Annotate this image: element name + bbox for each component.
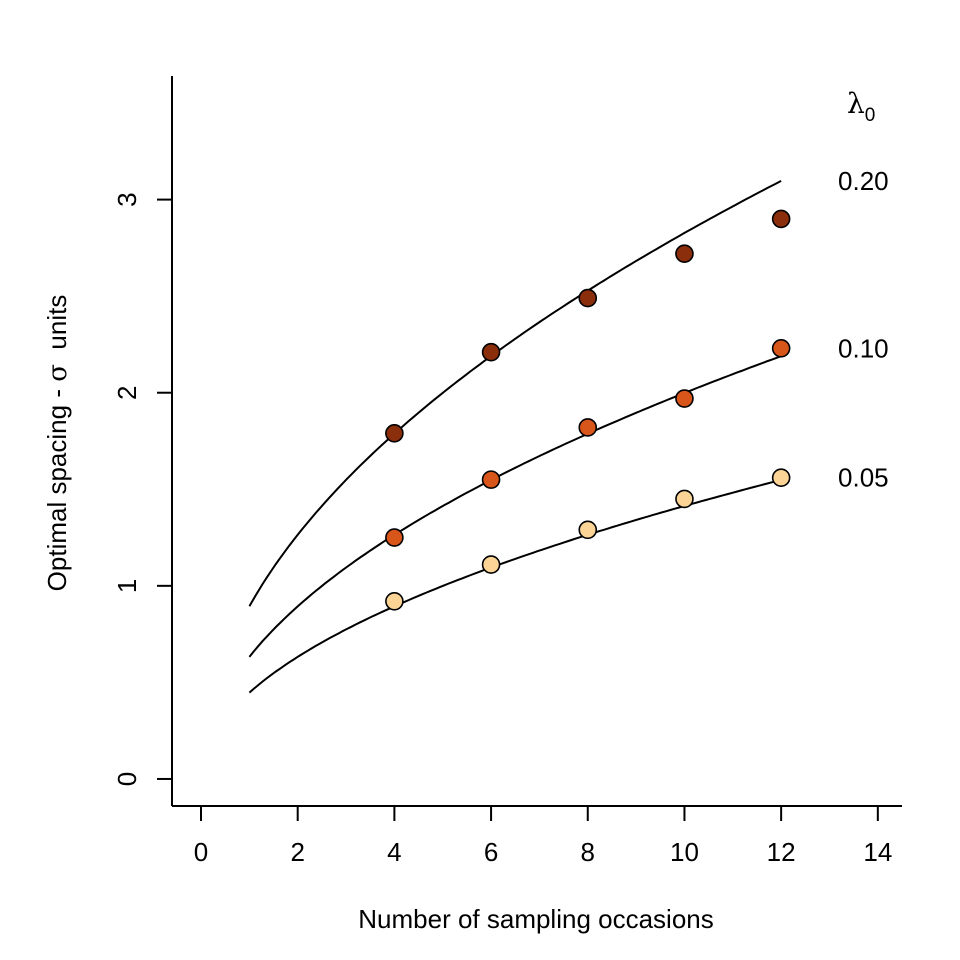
y-tick-label: 3 <box>112 192 142 206</box>
legend-title: λ0 <box>847 87 875 126</box>
y-tick-label: 0 <box>112 772 142 786</box>
data-points <box>385 209 791 611</box>
data-point <box>481 555 501 574</box>
x-tick-label: 8 <box>581 837 595 867</box>
x-tick-label: 10 <box>670 837 699 867</box>
x-tick-label: 2 <box>290 837 304 867</box>
x-tick-label: 12 <box>767 837 796 867</box>
fitted-curve <box>248 355 782 658</box>
data-point <box>675 244 694 263</box>
y-axis-title-sigma: σ <box>43 364 73 382</box>
y-tick-label: 2 <box>112 385 142 399</box>
x-tick-label: 14 <box>863 837 892 867</box>
y-axis-title-part-1: Optimal spacing - <box>42 382 72 592</box>
x-axis-title: Number of sampling occasions <box>358 904 714 934</box>
legend-title-subscript: 0 <box>865 105 876 126</box>
fitted-curve <box>248 180 782 607</box>
data-point <box>675 389 694 408</box>
data-point <box>578 520 598 540</box>
data-point <box>771 468 791 487</box>
data-point <box>385 423 404 443</box>
series-labels: 0.20 0.10 0.05 <box>838 166 889 493</box>
data-point <box>771 209 791 229</box>
data-point <box>675 489 694 509</box>
data-point <box>481 342 501 362</box>
data-point <box>578 418 598 437</box>
series-label: 0.05 <box>838 463 889 493</box>
x-tick-label: 0 <box>194 837 208 867</box>
data-point <box>578 288 598 308</box>
fitted-curves <box>248 180 782 694</box>
y-axis-title-part-2: units <box>42 295 72 364</box>
x-tick-label: 6 <box>484 837 498 867</box>
legend-title-lambda: λ <box>847 87 865 120</box>
series-label: 0.10 <box>838 333 889 363</box>
data-point <box>385 528 404 547</box>
y-tick-label: 1 <box>112 579 142 593</box>
x-tick-label: 4 <box>387 837 401 867</box>
fitted-curve <box>248 478 782 694</box>
data-point <box>481 470 501 489</box>
y-axis-title: Optimal spacing - σ units <box>42 295 73 592</box>
data-point <box>771 339 791 358</box>
data-point <box>385 591 404 611</box>
series-label: 0.20 <box>838 166 889 196</box>
